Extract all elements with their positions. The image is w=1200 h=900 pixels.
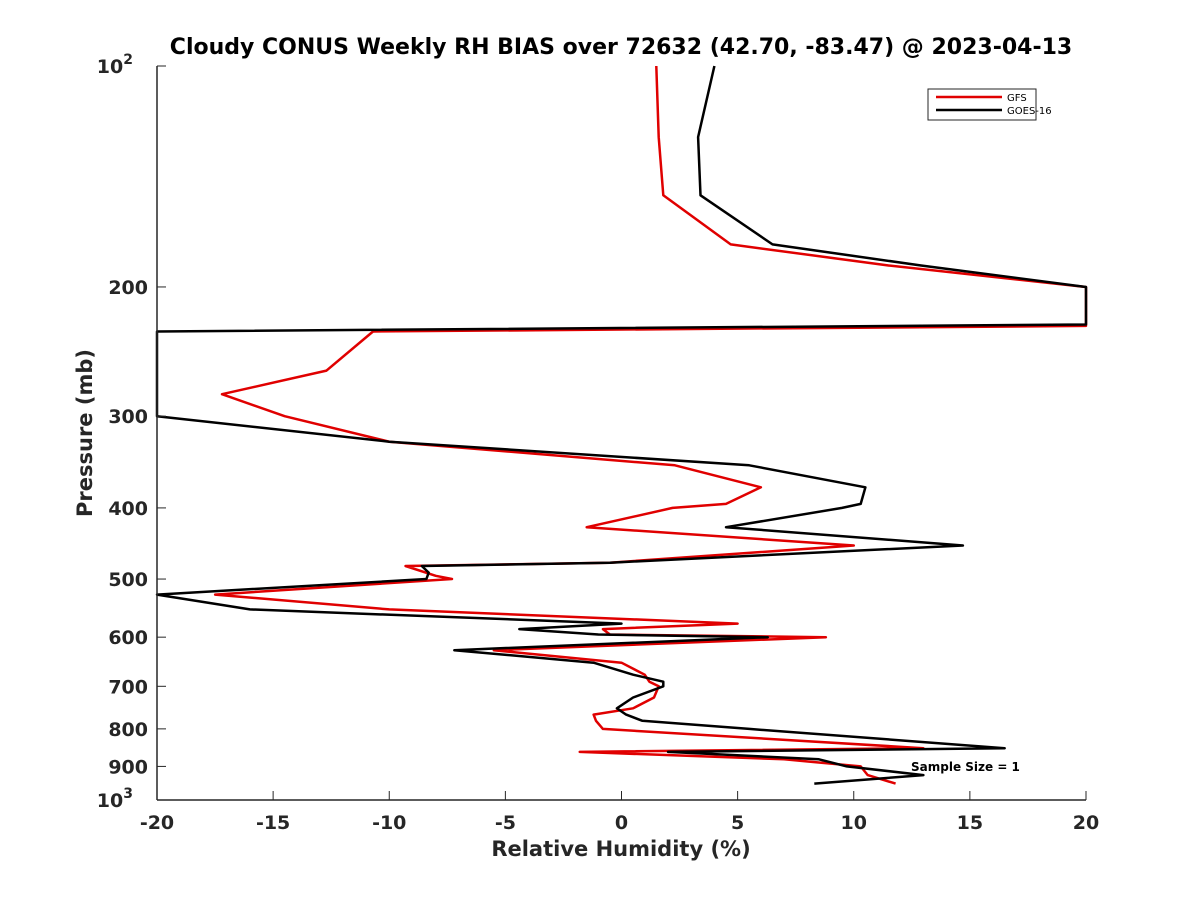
series-line-goes-16	[155, 65, 1088, 785]
x-tick-label: 10	[841, 812, 867, 834]
y-tick-label: 800	[108, 719, 148, 741]
x-tick-label: -5	[495, 812, 516, 834]
y-tick-label: 500	[108, 569, 148, 591]
legend: GFS GOES-16	[927, 88, 1052, 121]
plot-area: -20 -15 -10 -5 0 5 10 15 20 10220030040050060070…	[97, 52, 1099, 834]
y-tick-label: 600	[108, 627, 148, 649]
legend-label-gfs: GFS	[1007, 93, 1027, 104]
x-tick-label: 5	[731, 812, 744, 834]
legend-box	[927, 88, 1037, 121]
y-tick-label: 400	[108, 498, 148, 520]
x-tick-label: 0	[615, 812, 628, 834]
x-tick-label: -10	[372, 812, 406, 834]
plot-background	[157, 66, 1086, 800]
sample-size-annotation: Sample Size = 1	[911, 760, 1020, 774]
y-tick-label: 300	[108, 406, 148, 428]
legend-label-goes16: GOES-16	[1007, 106, 1052, 117]
y-axis-label: Pressure (mb)	[73, 349, 97, 517]
y-tick-label: 700	[108, 676, 148, 698]
x-tick-label: 15	[957, 812, 983, 834]
chart-title: Cloudy CONUS Weekly RH BIAS over 72632 (…	[170, 35, 1072, 60]
y-tick-label: 900	[108, 756, 148, 778]
x-axis-label: Relative Humidity (%)	[491, 837, 750, 861]
x-tick-label: -20	[140, 812, 174, 834]
series-layer	[155, 65, 1088, 785]
series-line-gfs	[213, 65, 1088, 785]
y-tick-label: 200	[108, 277, 148, 299]
x-axis-ticks: -20 -15 -10 -5 0 5 10 15 20	[140, 791, 1099, 834]
x-tick-label: 20	[1073, 812, 1099, 834]
x-tick-label: -15	[256, 812, 290, 834]
